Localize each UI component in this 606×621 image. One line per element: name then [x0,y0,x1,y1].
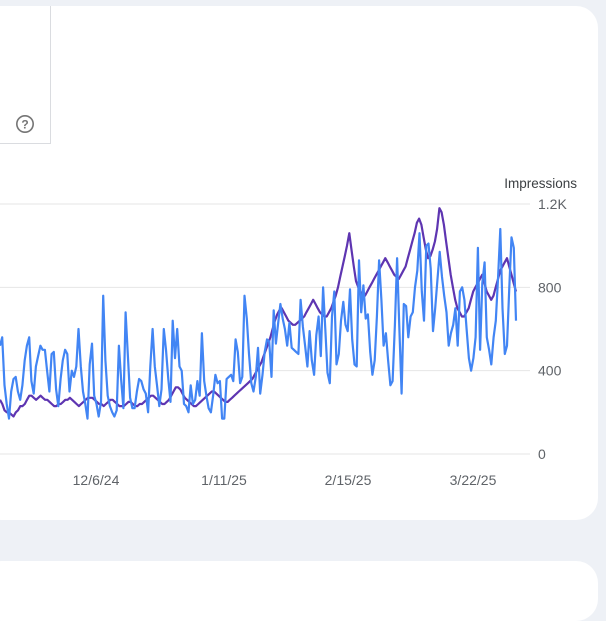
help-icon[interactable]: ? [15,114,35,134]
y-tick-label: 400 [538,363,562,379]
x-tick-label: 1/11/25 [201,472,247,488]
y-tick-label: 0 [538,446,546,462]
series-line-0 [0,227,518,420]
x-tick-label: 12/6/24 [73,472,120,488]
metric-box[interactable]: ? [0,6,51,144]
series-line-1 [0,207,518,418]
y-tick-labels: 0 400 800 1.2K [538,196,567,462]
svg-text:?: ? [21,117,28,131]
y-axis-title: Impressions [504,176,577,191]
y-tick-label: 1.2K [538,196,567,212]
x-tick-label: 3/22/25 [450,472,497,488]
series-lines [0,207,518,420]
x-tick-label: 2/15/25 [325,472,372,488]
y-tick-label: 800 [538,279,562,295]
x-tick-labels: 12/6/24 1/11/25 2/15/25 3/22/25 [73,472,497,488]
impressions-chart: 0 400 800 1.2K 12/6/24 1/11/25 2/15/25 3/22/25 [0,196,567,488]
grid-lines [0,203,530,455]
